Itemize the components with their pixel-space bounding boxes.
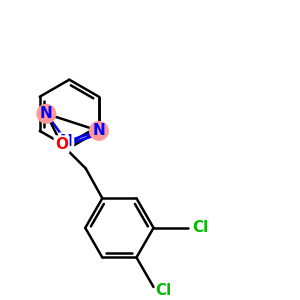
Text: N: N xyxy=(60,134,73,149)
Circle shape xyxy=(90,122,108,140)
Text: Cl: Cl xyxy=(156,283,172,298)
Text: N: N xyxy=(92,123,105,138)
Text: Cl: Cl xyxy=(192,220,208,236)
Circle shape xyxy=(37,104,56,123)
Text: N: N xyxy=(40,106,53,121)
Text: O: O xyxy=(55,137,68,152)
